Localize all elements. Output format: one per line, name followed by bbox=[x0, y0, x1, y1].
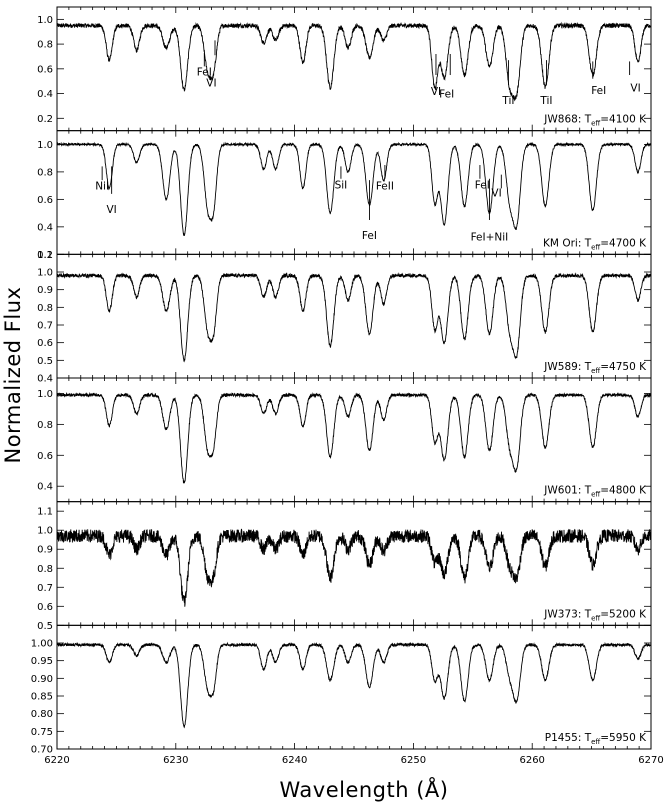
annotation-label: VI bbox=[630, 82, 640, 94]
y-tick-label: 0.8 bbox=[37, 167, 53, 178]
annotation-label: FeI bbox=[475, 179, 490, 191]
spectrum-line bbox=[56, 641, 652, 729]
annotation-label: SiI bbox=[335, 179, 348, 191]
y-tick-label: 0.6 bbox=[37, 195, 53, 206]
star-label: JW589: Teff=4750 K bbox=[543, 361, 647, 375]
y-tick-label: 1.0 bbox=[37, 15, 53, 26]
annotation-label: VI bbox=[491, 188, 501, 200]
spectrum-line bbox=[56, 21, 652, 102]
annotation-label: NiI bbox=[95, 181, 109, 193]
y-tick-label: 0.9 bbox=[37, 285, 53, 296]
star-label: JW868: Teff=4100 K bbox=[543, 114, 647, 128]
y-tick-label: 0.5 bbox=[37, 621, 53, 632]
y-tick-label: 0.4 bbox=[37, 89, 53, 100]
y-tick-label: 0.6 bbox=[37, 451, 53, 462]
annotation-label: VI bbox=[206, 77, 216, 89]
y-tick-label: 1.0 bbox=[37, 140, 53, 151]
y-tick-label: 0.8 bbox=[37, 564, 53, 575]
y-tick-label: 0.6 bbox=[37, 64, 53, 75]
x-tick-labels: 6220 6230 6240 6250 6260 6270 bbox=[44, 755, 663, 766]
y-tick-label: 0.2 bbox=[37, 114, 53, 125]
y-tick-label: 1.00 bbox=[31, 639, 53, 650]
y-tick-label: 0.80 bbox=[31, 709, 53, 720]
star-label: P1455: Teff=5950 K bbox=[545, 732, 647, 746]
y-tick-label: 0.4 bbox=[37, 482, 53, 493]
y-tick-label: 1.0 bbox=[37, 389, 53, 400]
y-tick-label: 0.7 bbox=[37, 583, 53, 594]
annotation-label: FeI bbox=[197, 66, 212, 78]
annotation-label: FeI+NiI bbox=[471, 231, 509, 243]
annotation-label: FeII bbox=[376, 181, 394, 193]
x-tick-label: 6220 bbox=[44, 755, 69, 766]
annotation-label: VI bbox=[107, 204, 117, 216]
x-tick-label: 6230 bbox=[163, 755, 188, 766]
y-tick-label: 0.8 bbox=[37, 303, 53, 314]
x-tick-label: 6260 bbox=[519, 755, 544, 766]
y-tick-label: 0.2 bbox=[37, 250, 53, 261]
y-tick-label: 0.7 bbox=[37, 321, 53, 332]
star-label: KM Ori: Teff=4700 K bbox=[543, 237, 647, 251]
annotation-label: FeI bbox=[439, 89, 454, 101]
y-tick-label: 0.90 bbox=[31, 674, 53, 685]
panel-6: 0.70 0.75 0.80 0.85 0.90 0.95 1.00 P1455: Teff=… bbox=[31, 624, 652, 756]
y-tick-label: 0.95 bbox=[31, 656, 53, 667]
panel-3: 0.4 0.5 0.6 0.7 0.8 0.9 1.0 1.1 JW589: Teff=4750… bbox=[37, 250, 652, 385]
spectrum-line bbox=[56, 141, 652, 236]
y-tick-label: 0.5 bbox=[37, 356, 53, 367]
x-axis-label: Wavelength (Å) bbox=[279, 776, 448, 802]
y-tick-label: 1.0 bbox=[37, 526, 53, 537]
x-tick-label: 6240 bbox=[282, 755, 307, 766]
y-tick-label: 0.8 bbox=[37, 420, 53, 431]
y-tick-label: 0.6 bbox=[37, 602, 53, 613]
annotation-label: FeI bbox=[362, 230, 377, 242]
y-tick-label: 1.1 bbox=[37, 507, 53, 518]
x-tick-label: 6270 bbox=[638, 755, 663, 766]
y-tick-label: 0.4 bbox=[37, 374, 53, 385]
annotation-label: VI bbox=[431, 86, 441, 98]
panel-frame bbox=[56, 501, 652, 626]
x-tick-label: 6250 bbox=[401, 755, 426, 766]
y-tick-label: 0.75 bbox=[31, 727, 53, 738]
y-axis-label: Normalized Flux bbox=[1, 287, 25, 464]
y-tick-label: 0.6 bbox=[37, 338, 53, 349]
y-tick-label: 0.85 bbox=[31, 692, 53, 703]
annotation-label: TiI bbox=[501, 95, 514, 107]
y-tick-label: 1.1 bbox=[37, 250, 53, 261]
y-tick-label: 0.70 bbox=[31, 745, 53, 756]
y-tick-label: 0.8 bbox=[37, 40, 53, 51]
annotation-label: TiI bbox=[539, 95, 552, 107]
spectrum-line bbox=[56, 272, 652, 363]
star-label: JW601: Teff=4800 K bbox=[543, 485, 647, 499]
panel-frame bbox=[56, 253, 652, 379]
y-tick-label: 0.9 bbox=[37, 545, 53, 556]
y-tick-label: 1.0 bbox=[37, 268, 53, 279]
y-tick-label: 0.4 bbox=[37, 222, 53, 233]
star-label: JW373: Teff=5200 K bbox=[543, 608, 647, 622]
spectrum-line bbox=[56, 391, 652, 484]
annotation-label: FeI bbox=[591, 85, 606, 97]
panel-4: 0.4 0.6 0.8 1.0 JW601: Teff=4800 K bbox=[37, 377, 652, 503]
spectrum-line bbox=[56, 528, 652, 607]
panel-5: 0.5 0.6 0.7 0.8 0.9 1.0 1.1 JW373: Teff=5200 K bbox=[37, 501, 652, 632]
